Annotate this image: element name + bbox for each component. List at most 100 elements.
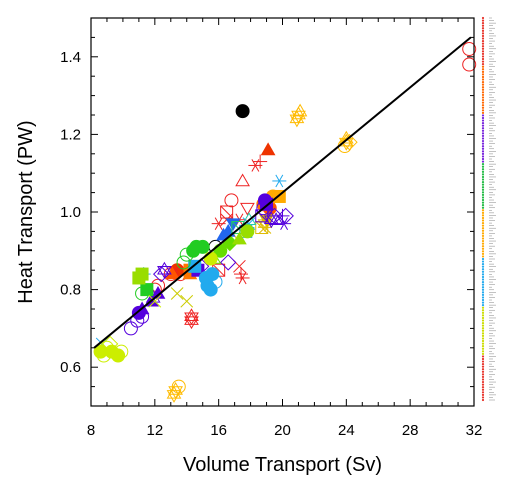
legend-marker <box>481 342 485 345</box>
legend-marker <box>481 373 485 376</box>
x-axis-title: Volume Transport (Sv) <box>183 454 382 476</box>
legend-marker <box>481 380 485 384</box>
legend-marker <box>481 388 485 391</box>
legend-marker <box>481 80 485 84</box>
x-tick-label: 8 <box>87 422 95 439</box>
legend-marker <box>481 283 485 286</box>
legend-marker <box>481 206 485 209</box>
legend-marker <box>481 247 485 250</box>
legend-marker <box>481 160 485 163</box>
data-point <box>111 348 126 363</box>
data-point <box>275 208 290 223</box>
data-point <box>176 255 191 270</box>
legend-marker <box>481 311 485 314</box>
legend-marker <box>481 63 485 66</box>
legend-marker <box>481 173 485 176</box>
legend-marker <box>481 93 485 97</box>
legend-marker <box>481 198 485 202</box>
legend-marker <box>481 60 485 63</box>
legend-marker <box>481 147 485 150</box>
x-tick-label: 32 <box>466 422 483 439</box>
legend-marker <box>481 293 485 296</box>
legend-marker <box>481 306 485 309</box>
data-point <box>235 173 250 187</box>
data-point <box>224 193 239 208</box>
legend-marker <box>481 304 485 307</box>
legend-marker <box>481 150 485 153</box>
legend-marker <box>481 37 485 40</box>
legend-marker <box>481 352 485 355</box>
legend-marker <box>481 252 485 255</box>
data-point <box>341 133 358 151</box>
legend-marker <box>481 32 485 35</box>
legend-marker <box>481 57 485 61</box>
legend-marker <box>481 227 485 230</box>
legend-marker <box>481 234 485 238</box>
y-tick-label: 1.4 <box>60 49 81 66</box>
legend-marker <box>481 391 485 394</box>
data-point <box>219 254 237 271</box>
legend-marker <box>481 321 485 325</box>
legend-marker <box>481 96 485 99</box>
legend-marker <box>481 239 485 243</box>
legend-marker <box>481 68 485 71</box>
data-point <box>240 202 255 216</box>
legend-marker <box>481 119 485 122</box>
legend-marker <box>481 286 485 289</box>
data-point <box>260 142 276 156</box>
legend-marker <box>481 29 485 32</box>
y-tick-label: 0.6 <box>60 359 81 376</box>
legend-marker <box>481 255 485 258</box>
regression-line <box>93 36 472 349</box>
data-point <box>292 103 308 117</box>
legend-marker <box>481 196 485 199</box>
legend-marker <box>481 363 485 366</box>
y-tick-labels: 0.6 0.8 1.0 1.2 1.4 <box>60 49 81 376</box>
data-point <box>253 154 268 169</box>
legend-marker <box>481 178 485 181</box>
legend-marker <box>481 111 485 114</box>
legend-strip <box>481 16 496 402</box>
legend-marker <box>481 237 485 240</box>
legend-marker <box>481 368 485 371</box>
legend-marker <box>481 224 485 227</box>
legend-marker <box>481 163 485 166</box>
legend-marker <box>481 157 485 161</box>
legend-marker <box>481 229 485 232</box>
legend-marker <box>481 209 485 212</box>
legend-marker <box>481 268 485 271</box>
legend-marker <box>481 378 485 381</box>
legend-marker <box>481 337 485 340</box>
legend-marker <box>481 214 485 217</box>
legend-marker <box>481 83 485 86</box>
legend-marker <box>481 129 485 132</box>
data-point <box>462 42 477 57</box>
legend-marker <box>481 55 485 58</box>
legend-marker <box>481 216 485 220</box>
x-tick-label: 20 <box>274 422 291 439</box>
data-point <box>184 308 199 326</box>
data-point <box>289 110 305 128</box>
legend-marker <box>481 219 485 222</box>
data-point <box>165 266 180 280</box>
legend-marker <box>481 139 485 143</box>
legend-marker <box>481 88 485 91</box>
legend-marker <box>481 250 485 253</box>
data-points <box>93 42 477 403</box>
legend-marker <box>481 334 485 338</box>
legend-marker <box>481 142 485 145</box>
legend-marker <box>481 360 485 363</box>
data-point <box>203 251 218 266</box>
data-point <box>272 174 287 188</box>
legend-marker <box>481 42 485 45</box>
data-point <box>152 265 170 283</box>
data-point <box>132 271 146 285</box>
legend-marker <box>481 265 485 268</box>
legend-marker <box>481 104 485 107</box>
legend-marker <box>481 50 485 53</box>
data-point <box>96 348 111 363</box>
data-point <box>140 283 154 297</box>
legend-marker <box>481 145 485 148</box>
x-tick-label: 28 <box>402 422 419 439</box>
legend-marker <box>481 39 485 43</box>
